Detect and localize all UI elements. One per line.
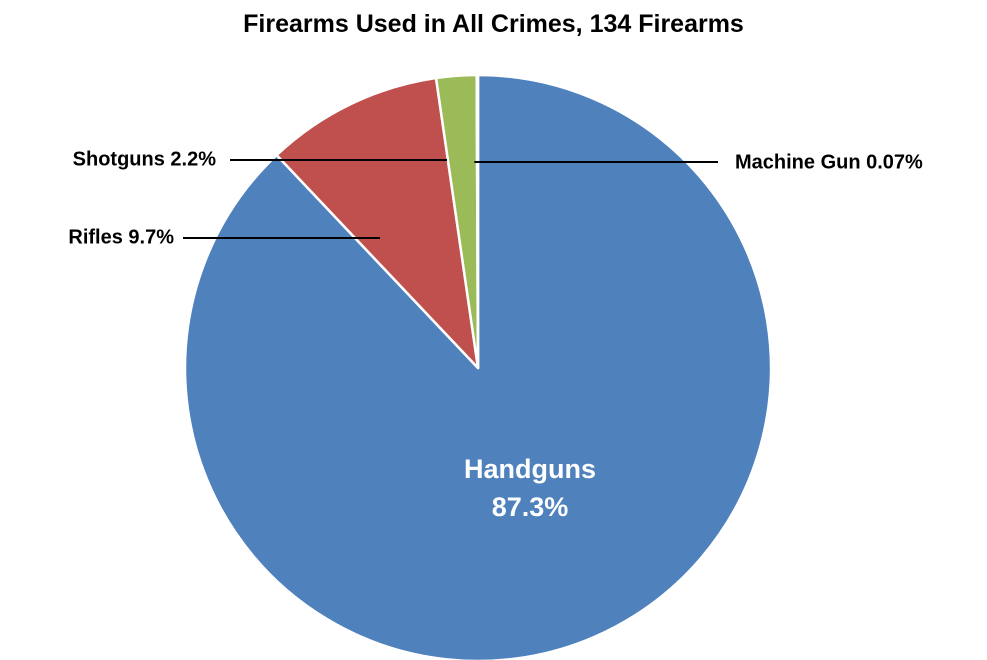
slice-label-machine-gun: Machine Gun 0.07% [735,151,923,173]
pie-labels: Handguns 87.3% Rifles 9.7% Shotguns 2.2% Mac… [68,148,923,522]
pie-slice-machine-gun [475,73,480,370]
chart-title: Firearms Used in All Crimes, 134 Firearm… [243,10,744,38]
slice-label-value-handguns: 87.3% [492,492,569,522]
pie-slices [183,73,773,660]
slice-label-rifles: Rifles 9.7% [68,226,174,248]
slice-label-shotguns: Shotguns 2.2% [73,148,217,170]
slice-label-name-handguns: Handguns [464,454,596,484]
pie-slice-handguns [183,73,773,660]
pie-slice-rifles [275,76,480,370]
